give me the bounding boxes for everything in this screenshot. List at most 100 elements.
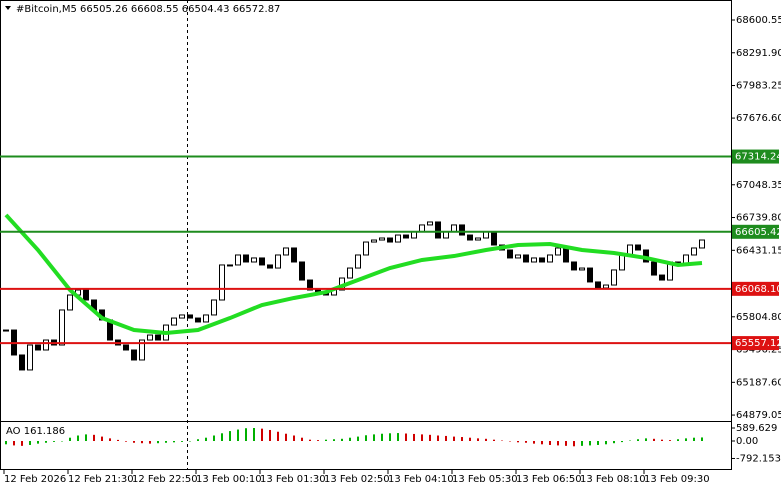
candle [227,264,233,267]
candle [211,299,217,316]
y-tick-label: 66739.80 [736,213,781,224]
candle [267,264,273,269]
x-tick-label: 12 Feb 2026 [4,474,66,485]
candle [395,234,401,243]
candle [659,274,665,281]
indicator-title: AO 161.186 [6,426,65,437]
x-tick-label: 13 Feb 04:10 [388,474,454,485]
candle [179,314,185,319]
candle [611,269,617,286]
y-tick-label: 66431.15 [736,245,781,256]
candle [219,264,225,301]
y-tick-label: 67676.60 [736,113,781,124]
candle [427,221,433,226]
candle [483,231,489,239]
y-tick-label: 589.629 [736,423,777,434]
candle [619,254,625,271]
candle [699,239,705,249]
candle [563,247,569,263]
candle [139,339,145,361]
y-tick-label: 64879.05 [736,410,781,421]
candle [403,234,409,239]
candle [307,279,313,291]
x-tick-label: 13 Feb 01:30 [260,474,326,485]
candle [171,317,177,326]
y-tick-label: 68291.90 [736,48,781,59]
candle [299,261,305,281]
x-tick-label: 13 Feb 08:10 [580,474,646,485]
x-tick-label: 13 Feb 02:50 [324,474,390,485]
level-label-box [732,224,779,239]
level-label: 65557.12 [735,338,781,349]
candle [691,247,697,256]
candle [379,237,385,241]
x-tick-label: 13 Feb 06:50 [516,474,582,485]
candle [195,317,201,323]
candle [411,231,417,239]
candle [59,309,65,346]
candle [539,257,545,263]
candle [19,354,25,371]
candle [579,267,585,271]
candle [251,257,257,263]
level-label: 66605.42 [735,227,781,238]
candle [443,231,449,239]
candle [67,294,73,311]
level-label: 66068.10 [735,284,781,295]
candle [555,247,561,256]
y-tick-label: 0.00 [736,436,758,447]
candle [435,221,441,239]
level-label-box [732,281,779,296]
menu-arrow [5,6,11,10]
y-tick-label: 65187.60 [736,377,781,388]
candle [291,247,297,263]
candle [371,239,377,243]
y-tick-label: 65804.80 [736,312,781,323]
candle [155,334,161,341]
candle [147,334,153,341]
y-tick-label: 67983.25 [736,81,781,92]
candle [83,289,89,301]
level-label: 67314.24 [735,152,781,163]
candle [515,254,521,259]
level-label-box [732,149,779,164]
candle [203,314,209,323]
plot-frame [0,0,732,470]
candle [603,284,609,289]
candle [635,244,641,251]
level-label-box [732,336,779,351]
chart-title: #Bitcoin,M5 66505.26 66608.55 66504.43 6… [16,4,280,15]
candle [275,254,281,269]
candle [187,314,193,319]
candle [283,247,289,256]
candle [27,344,33,371]
candle [467,234,473,241]
candle [523,254,529,263]
candle [35,344,41,351]
candle [547,254,553,263]
x-tick-label: 12 Feb 21:30 [68,474,134,485]
x-tick-label: 13 Feb 09:30 [644,474,710,485]
candle [243,254,249,263]
candle [363,241,369,256]
candle [531,257,537,263]
x-tick-label: 13 Feb 00:10 [196,474,262,485]
candle [507,249,513,259]
candle [131,349,137,361]
candle [355,254,361,269]
candle [475,237,481,241]
candle [491,231,497,246]
candle [587,267,593,283]
candle [347,267,353,279]
x-tick-label: 12 Feb 22:50 [132,474,198,485]
candle [259,257,265,266]
candle [595,281,601,289]
candle [43,339,49,351]
x-tick-label: 13 Feb 05:30 [452,474,518,485]
y-tick-label: 68600.55 [736,15,781,26]
candle [571,261,577,271]
y-tick-label: 67048.35 [736,180,781,191]
candle [123,344,129,351]
